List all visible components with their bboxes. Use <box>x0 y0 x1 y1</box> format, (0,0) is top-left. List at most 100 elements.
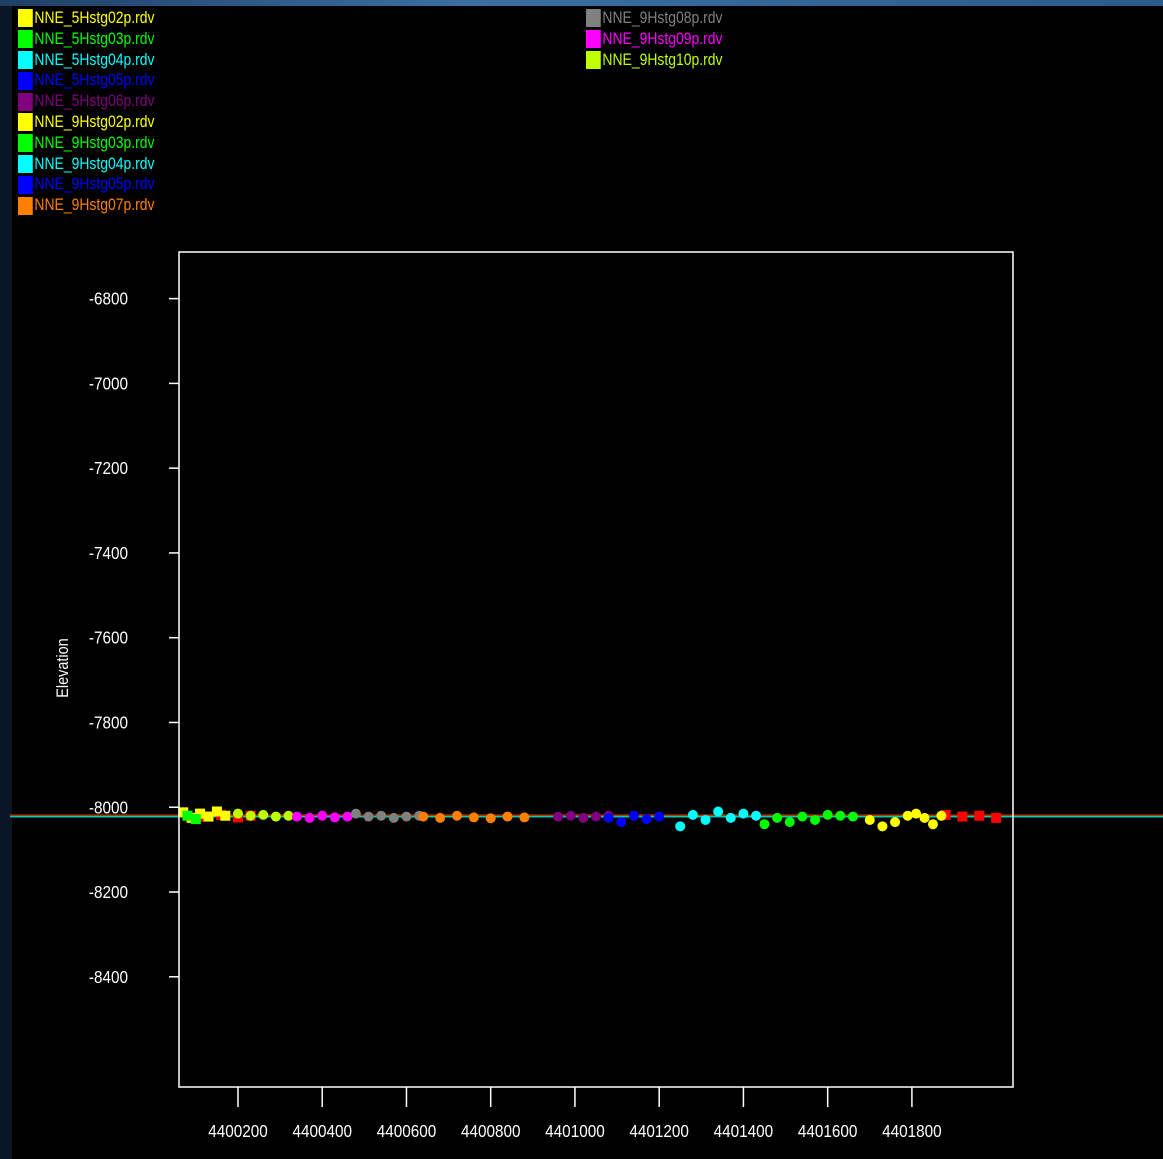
data-point <box>835 810 846 821</box>
data-point <box>902 810 913 821</box>
data-point <box>713 806 724 817</box>
data-point <box>751 810 762 821</box>
data-point <box>363 811 374 822</box>
data-point <box>797 811 808 822</box>
data-point <box>603 812 614 823</box>
data-point <box>936 810 947 821</box>
data-point <box>687 809 698 820</box>
data-point <box>211 806 222 817</box>
legend-swatch <box>18 134 33 153</box>
data-point <box>877 821 888 832</box>
legend-item: NNE_9Hstg02p.rdv <box>18 112 155 133</box>
legend-left-column: NNE_5Hstg02p.rdv NNE_5Hstg03p.rdv NNE_5Hst… <box>18 8 155 216</box>
data-point <box>245 810 256 821</box>
legend-swatch <box>18 71 33 90</box>
data-point <box>502 811 513 822</box>
data-point <box>738 808 749 819</box>
data-point <box>329 812 340 823</box>
data-point <box>565 810 576 821</box>
legend-right-column: NNE_9Hstg08p.rdv NNE_9Hstg09p.rdv NNE_9Hst… <box>586 8 723 70</box>
data-point <box>628 810 639 821</box>
x-tick-label: 4401400 <box>714 1121 774 1141</box>
data-point <box>725 812 736 823</box>
data-point <box>485 813 496 824</box>
y-tick-label: -6800 <box>89 288 128 308</box>
y-tick-label: -8000 <box>89 797 128 817</box>
legend-item: NNE_9Hstg10p.rdv <box>586 50 723 71</box>
data-point <box>772 812 783 823</box>
legend-swatch <box>18 50 33 69</box>
data-point <box>258 809 269 820</box>
data-point <box>864 814 875 825</box>
x-tick-label: 4400200 <box>208 1121 268 1141</box>
data-point <box>317 810 328 821</box>
legend-item: NNE_9Hstg03p.rdv <box>18 133 155 154</box>
data-point <box>847 811 858 822</box>
axes: -6800 -7000 -7200 -7400 -7600 -7800 -8000 -8200… <box>89 288 942 1141</box>
data-point <box>641 814 652 825</box>
data-point <box>342 811 353 822</box>
data-point <box>578 812 589 823</box>
x-tick-label: 4401600 <box>798 1121 858 1141</box>
data-point <box>270 811 281 822</box>
legend-swatch <box>18 113 33 132</box>
x-tick-label: 4400600 <box>377 1121 437 1141</box>
data-point <box>350 808 361 819</box>
legend-label: NNE_5Hstg05p.rdv <box>34 70 155 90</box>
data-point <box>376 810 387 821</box>
x-tick-label: 4401800 <box>882 1121 942 1141</box>
data-point <box>195 808 206 819</box>
legend-swatch <box>586 50 601 69</box>
data-point <box>911 808 922 819</box>
legend-item: NNE_9Hstg07p.rdv <box>18 195 155 216</box>
data-point <box>700 814 711 825</box>
legend-item: NNE_9Hstg04p.rdv <box>18 154 155 175</box>
legend-item: NNE_5Hstg06p.rdv <box>18 91 155 112</box>
legend-label: NNE_9Hstg09p.rdv <box>602 28 723 48</box>
legend-label: NNE_9Hstg10p.rdv <box>602 49 723 69</box>
data-point <box>675 821 686 832</box>
window-top-strip <box>0 0 1163 6</box>
legend-label: NNE_9Hstg07p.rdv <box>34 195 155 215</box>
data-point <box>991 812 1002 823</box>
x-tick-label: 4401000 <box>545 1121 605 1141</box>
data-point <box>974 810 985 821</box>
legend-label: NNE_5Hstg06p.rdv <box>34 91 155 111</box>
data-point <box>927 819 938 830</box>
legend-label: NNE_9Hstg04p.rdv <box>34 153 155 173</box>
legend-swatch <box>18 9 33 28</box>
data-point <box>182 810 193 821</box>
data-point <box>418 811 429 822</box>
y-tick-label: -7400 <box>89 543 128 563</box>
data-point <box>304 812 315 823</box>
legend-swatch <box>586 30 601 49</box>
legend-swatch <box>18 92 33 111</box>
data-point <box>190 814 201 825</box>
data-point <box>810 814 821 825</box>
data-point <box>203 811 214 822</box>
data-point <box>890 817 901 828</box>
legend-item: NNE_5Hstg05p.rdv <box>18 70 155 91</box>
data-point <box>784 817 795 828</box>
data-point <box>759 819 770 830</box>
data-point <box>435 812 446 823</box>
data-marks <box>10 806 1163 832</box>
legend-item: NNE_9Hstg05p.rdv <box>18 174 155 195</box>
legend-label: NNE_9Hstg03p.rdv <box>34 132 155 152</box>
y-tick-label: -7200 <box>89 458 128 478</box>
legend-item: NNE_9Hstg08p.rdv <box>586 8 723 29</box>
data-point <box>401 811 412 822</box>
legend-label: NNE_5Hstg03p.rdv <box>34 28 155 48</box>
data-point <box>468 812 479 823</box>
data-point <box>283 810 294 821</box>
legend-label: NNE_9Hstg08p.rdv <box>602 8 723 27</box>
legend-label: NNE_5Hstg02p.rdv <box>34 8 155 27</box>
legend-label: NNE_5Hstg04p.rdv <box>34 49 155 69</box>
data-point <box>591 811 601 822</box>
legend-swatch <box>586 9 601 28</box>
x-tick-label: 4400800 <box>461 1121 521 1141</box>
y-tick-label: -8400 <box>89 967 128 987</box>
data-point <box>822 809 833 820</box>
data-point <box>957 811 968 822</box>
data-point <box>919 812 930 823</box>
